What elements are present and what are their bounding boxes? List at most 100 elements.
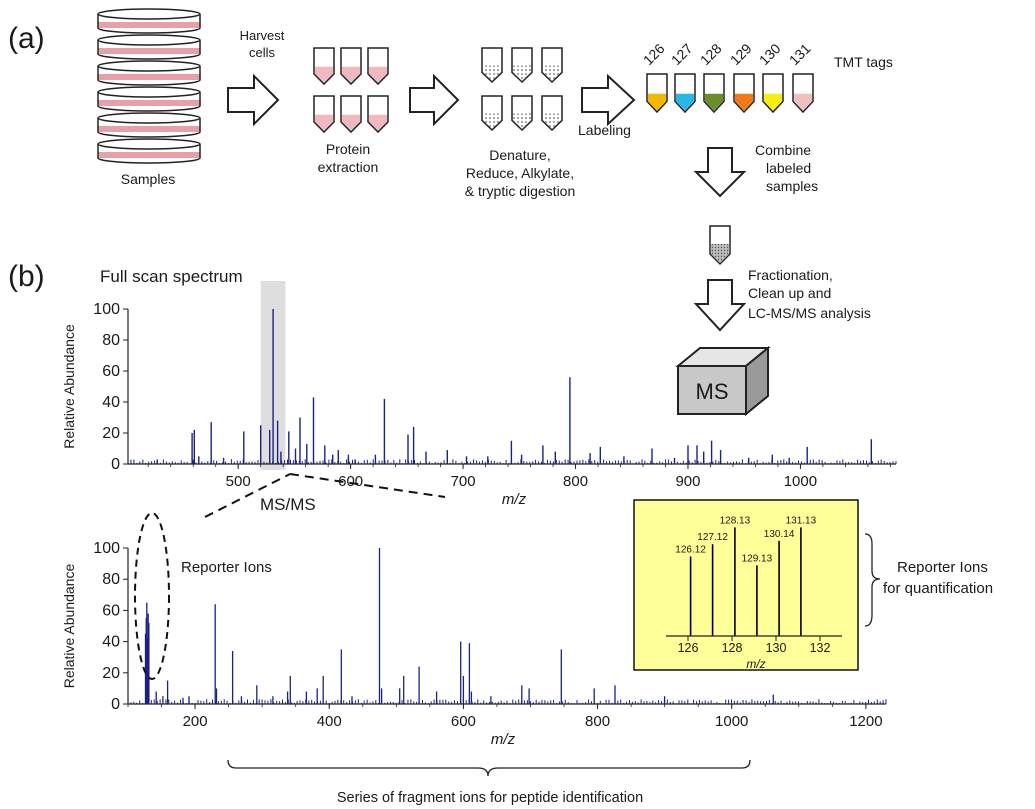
reporter-peak-label-3: 129.13	[742, 553, 773, 564]
zoom-line-right	[289, 473, 446, 498]
combine-arrow-icon	[693, 147, 747, 198]
labeling-arrow-icon	[581, 73, 636, 127]
tmt-tags-label: TMT tags	[834, 54, 893, 70]
dish-medium-0	[98, 22, 200, 28]
tmt-tag-label-126: 126	[640, 40, 668, 68]
combine-label-line2: labeled	[766, 160, 811, 176]
ms-instrument-icon: MS	[675, 345, 771, 417]
fragment-series-label: Series of fragment ions for peptide iden…	[337, 790, 643, 806]
y-tick-label-20: 20	[102, 665, 120, 682]
y-tick-label-100: 100	[93, 301, 120, 318]
harvest-label-line2: cells	[249, 45, 276, 60]
x-tick-label-1200: 1200	[849, 713, 882, 730]
x-tick-label-800: 800	[585, 713, 610, 730]
dish-lid-3	[97, 86, 201, 98]
reporter-quant-label-line1: Reporter Ions	[897, 559, 988, 576]
y-axis-label: Relative Abundance	[61, 564, 77, 689]
y-tick-label-80: 80	[102, 332, 120, 349]
y-tick-label-0: 0	[111, 456, 120, 473]
dish-medium-5	[98, 152, 200, 158]
y-tick-label-80: 80	[102, 571, 120, 588]
combined-tube-fill	[711, 244, 729, 263]
y-tick-label-0: 0	[111, 696, 120, 713]
y-tick-label-40: 40	[102, 634, 120, 651]
full-scan-chart: 500 600 700 800 900 1000 m/z 0 20 40 60 80 100 Relati…	[61, 281, 897, 508]
panel-b-label: (b)	[8, 260, 45, 293]
dish-lid-0	[97, 8, 201, 20]
protein-tube-1-2-fill	[369, 114, 387, 131]
digestion-arrow-icon	[409, 73, 460, 127]
tmt-tag-label-130: 130	[756, 40, 784, 68]
protein-tube-1-1-fill	[342, 114, 360, 131]
protein-tube-0-2-fill	[369, 66, 387, 83]
x-tick-label-132: 132	[810, 641, 831, 655]
tmt-tag-label-128: 128	[697, 40, 725, 68]
tmt-tag-label-129: 129	[727, 40, 755, 68]
reporter-peak-label-5: 131.13	[786, 515, 817, 526]
digest-tube-0-0-fill	[483, 65, 501, 81]
reporter-peak-label-0: 126.12	[675, 545, 706, 556]
msms-chart: 200 400 600 800 1000 1200 m/z 0 20 40 60 80 100 Relat…	[61, 540, 887, 748]
x-axis-label: m/z	[491, 731, 516, 748]
reporter-inset-box	[633, 499, 859, 671]
harvest-arrow-icon	[227, 73, 280, 127]
y-tick-label-60: 60	[102, 602, 120, 619]
digest-tube-1-0-fill	[483, 113, 501, 129]
protein-tube-0-1-fill	[342, 66, 360, 83]
denature-label-line2: Reduce, Alkylate,	[466, 165, 574, 181]
digest-tube-0-1-fill	[513, 65, 531, 81]
protein-tube-0-0-fill	[315, 66, 333, 83]
x-tick-label-500: 500	[226, 473, 251, 490]
tmt-tag-label-127: 127	[668, 40, 696, 68]
samples-label: Samples	[121, 171, 175, 187]
dish-lid-4	[97, 112, 201, 124]
dish-medium-2	[98, 74, 200, 80]
digested-tubes	[481, 47, 563, 132]
reporter-ions-ellipse	[134, 512, 170, 680]
protein-tube-1-0-fill	[315, 114, 333, 131]
dish-medium-4	[98, 126, 200, 132]
tmt-tube-129-fill	[735, 93, 753, 111]
fractionation-label-line1: Fractionation,	[748, 267, 833, 283]
x-tick-label-200: 200	[183, 713, 208, 730]
protein-label-line1: Protein	[326, 141, 370, 157]
msms-label: MS/MS	[260, 495, 316, 514]
y-tick-label-20: 20	[102, 425, 120, 442]
tmt-tube-131-fill	[794, 93, 812, 111]
tmt-tubes: 126 127 128 129 130 131	[640, 40, 814, 114]
dish-lid-5	[97, 138, 201, 150]
fragment-brace	[227, 759, 751, 777]
combine-label-line3: samples	[766, 178, 818, 194]
ms-box-label: MS	[696, 379, 729, 404]
quant-bracket	[864, 533, 881, 627]
tmt-tube-128-fill	[705, 93, 723, 111]
reporter-ions-label: Reporter Ions	[181, 559, 272, 576]
x-tick-label-130: 130	[766, 641, 787, 655]
sample-dishes	[97, 8, 201, 164]
digest-tube-0-2-fill	[543, 65, 561, 81]
reporter-quant-label-line2: for quantification	[883, 580, 993, 597]
x-tick-label-400: 400	[317, 713, 342, 730]
dish-medium-3	[98, 100, 200, 106]
x-tick-label-700: 700	[451, 473, 476, 490]
x-axis-label: m/z	[502, 491, 527, 508]
fractionation-arrow-icon	[693, 279, 747, 332]
fractionation-label-line3: LC-MS/MS analysis	[748, 305, 871, 321]
labeling-label: Labeling	[578, 122, 631, 138]
reporter-peak-label-4: 130.14	[764, 529, 795, 540]
dish-lid-2	[97, 60, 201, 72]
y-axis-label: Relative Abundance	[61, 324, 77, 449]
panel-a-label: (a)	[8, 22, 45, 55]
y-tick-label-100: 100	[93, 540, 120, 557]
tmt-tag-label-131: 131	[786, 40, 814, 68]
panel-b: (b) Full scan spectrum 500 600 700 800 900 10…	[8, 260, 993, 806]
denature-label-line1: Denature,	[489, 147, 550, 163]
y-tick-label-60: 60	[102, 363, 120, 380]
x-tick-label-900: 900	[675, 473, 700, 490]
protein-label-line2: extraction	[318, 159, 379, 175]
fractionation-label-line2: Clean up and	[748, 285, 831, 301]
x-tick-label-126: 126	[678, 641, 699, 655]
digest-tube-1-1-fill	[513, 113, 531, 129]
x-tick-label-128: 128	[722, 641, 743, 655]
